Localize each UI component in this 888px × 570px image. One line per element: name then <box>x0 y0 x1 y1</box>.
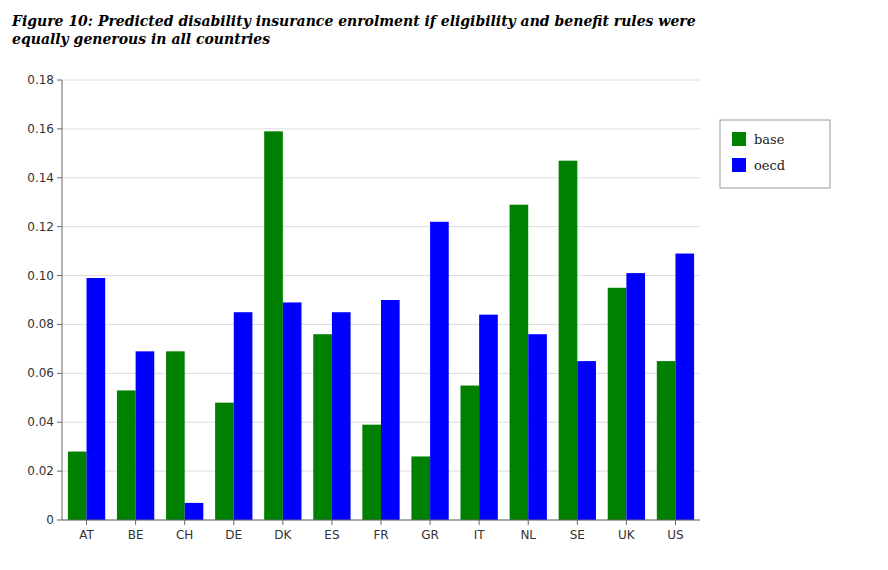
tick-mark <box>57 324 62 325</box>
tick-mark <box>430 520 431 525</box>
bar <box>577 361 596 520</box>
bar <box>675 254 694 520</box>
bars <box>68 131 694 520</box>
tick-mark <box>184 520 185 525</box>
bar <box>215 403 234 520</box>
tick-mark <box>528 520 529 525</box>
tick-label: 0.14 <box>27 171 54 185</box>
bar <box>430 222 449 520</box>
legend-label: base <box>754 132 785 147</box>
bar <box>332 312 351 520</box>
tick-mark <box>282 520 283 525</box>
tick-label: 0.10 <box>27 269 54 283</box>
title-line: Figure 10: Predicted disability insuranc… <box>11 13 696 29</box>
tick-mark <box>57 275 62 276</box>
plot-area <box>62 80 700 520</box>
grid-line <box>62 128 700 129</box>
tick-label: 0.08 <box>27 317 54 331</box>
bar <box>657 361 676 520</box>
bar <box>381 300 400 520</box>
tick-mark <box>57 373 62 374</box>
bar <box>626 273 645 520</box>
tick-mark <box>381 520 382 525</box>
tick-label: BE <box>128 528 144 542</box>
tick-label: US <box>667 528 683 542</box>
tick-label: NL <box>520 528 536 542</box>
tick-label: UK <box>618 528 636 542</box>
legend: base oecd <box>720 120 830 188</box>
tick-mark <box>331 520 332 525</box>
bar <box>411 456 430 520</box>
bar <box>461 386 480 520</box>
legend-swatch <box>732 158 746 172</box>
tick-mark <box>57 80 62 81</box>
bar <box>264 131 283 520</box>
tick-label: 0.18 <box>27 73 54 87</box>
bar <box>608 288 627 520</box>
grid-line <box>62 226 700 227</box>
tick-mark <box>57 520 62 521</box>
tick-label: CH <box>176 528 193 542</box>
legend-box <box>720 120 830 188</box>
tick-label: 0.04 <box>27 415 54 429</box>
tick-label: GR <box>421 528 439 542</box>
tick-label: 0.12 <box>27 220 54 234</box>
tick-label: 0.16 <box>27 122 54 136</box>
bar <box>87 278 106 520</box>
grid-line <box>62 275 700 276</box>
bar <box>510 205 529 520</box>
bar <box>479 315 498 520</box>
tick-label: AT <box>79 528 94 542</box>
tick-mark <box>233 520 234 525</box>
bar <box>166 351 185 520</box>
tick-label: SE <box>570 528 585 542</box>
legend-label: oecd <box>754 158 785 173</box>
tick-mark <box>57 471 62 472</box>
bar <box>528 334 547 520</box>
legend-swatch <box>732 132 746 146</box>
title: Figure 10: Predicted disability insuranc… <box>11 13 696 47</box>
tick-mark <box>577 520 578 525</box>
page: {"chart_data": {"type": "bar", "title": … <box>0 0 888 570</box>
bar <box>283 302 302 520</box>
tick-label: 0 <box>46 513 54 527</box>
tick-label: DK <box>274 528 292 542</box>
x-axis: AT BE CH DE DK ES FR GR IT NL SE UK US <box>79 520 683 542</box>
y-axis: 0 0.02 0.04 0.06 0.08 0.10 0.12 0.14 0.16 0.18 <box>27 73 700 527</box>
tick-label: FR <box>373 528 388 542</box>
tick-mark <box>626 520 627 525</box>
bar <box>313 334 332 520</box>
chart: Figure 10: Predicted disability insuranc… <box>0 0 888 570</box>
bar <box>117 390 136 520</box>
bar <box>185 503 204 520</box>
tick-mark <box>135 520 136 525</box>
tick-mark <box>479 520 480 525</box>
tick-label: DE <box>225 528 242 542</box>
tick-mark <box>86 520 87 525</box>
y-axis-line <box>62 80 63 520</box>
grid-line <box>62 177 700 178</box>
tick-mark <box>57 422 62 423</box>
tick-mark <box>57 128 62 129</box>
tick-mark <box>675 520 676 525</box>
bar <box>559 161 578 520</box>
title-line: equally generous in all countries <box>12 31 270 47</box>
tick-label: ES <box>324 528 339 542</box>
grid-line <box>62 80 700 81</box>
tick-label: 0.02 <box>27 464 54 478</box>
bar <box>362 425 381 520</box>
tick-mark <box>57 226 62 227</box>
bar <box>136 351 155 520</box>
tick-label: 0.06 <box>27 366 54 380</box>
bar <box>68 452 87 520</box>
tick-mark <box>57 177 62 178</box>
tick-label: IT <box>474 528 486 542</box>
bar <box>234 312 253 520</box>
